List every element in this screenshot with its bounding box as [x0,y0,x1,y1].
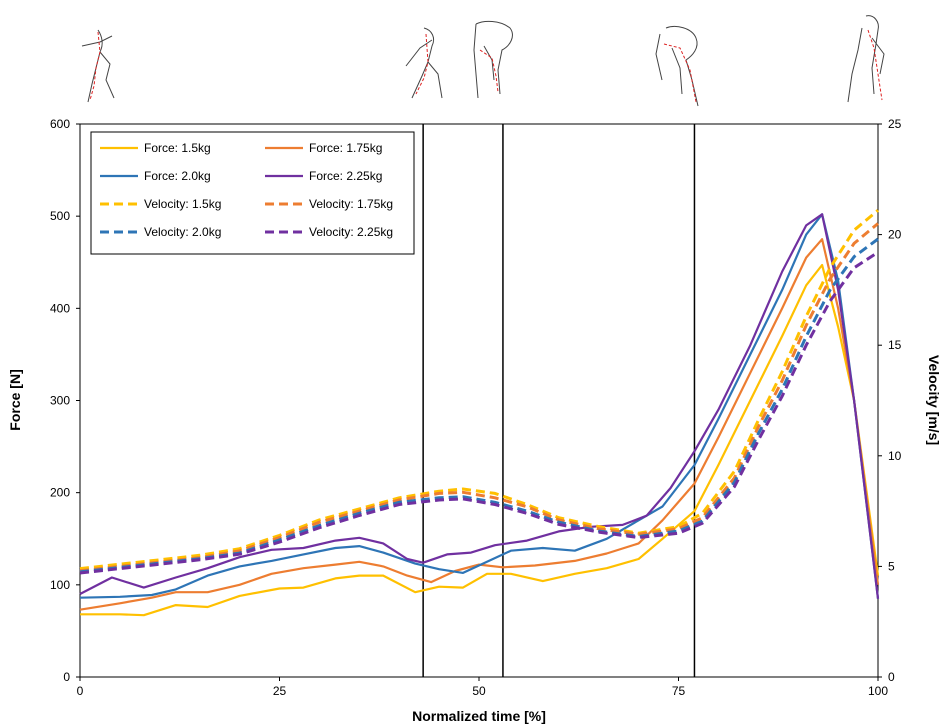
legend-box [90,131,415,255]
y2-tick-label: 15 [888,338,902,352]
series-line [79,251,879,575]
series-layer [79,209,880,617]
legend-label: Velocity: 1.75kg [309,197,393,211]
x-tick-label: 25 [273,684,287,698]
series-line [79,213,880,599]
y-tick-label: 600 [50,117,70,131]
stick-figure-sketch [473,20,513,99]
x-tick-label: 0 [77,684,84,698]
series-line [79,238,880,611]
legend-label: Force: 1.5kg [144,141,211,155]
series-line [79,209,879,571]
y2-tick-label: 20 [888,228,902,242]
x-tick-label: 100 [868,684,888,698]
x-tick-label: 75 [672,684,686,698]
y-tick-label: 200 [50,486,70,500]
y-tick-label: 400 [50,301,70,315]
series-line [80,263,880,617]
phase-divider-lines [422,124,696,677]
series-line [79,222,879,573]
legend-label: Force: 2.25kg [309,169,382,183]
y-tick-label: 300 [50,394,70,408]
stick-figure-sketch [405,27,443,99]
legend: Force: 1.5kg Force: 1.75kg Force: 2.0kg For… [90,131,415,255]
series-line [79,213,880,599]
legend-label: Velocity: 2.0kg [144,225,221,239]
y2-tick-label: 10 [888,449,902,463]
stick-figure-sketch [655,25,699,107]
legend-label: Force: 1.75kg [309,141,382,155]
legend-label: Force: 2.0kg [144,169,211,183]
x-tick-label: 50 [472,684,486,698]
motion-sketches [81,15,885,107]
y-tick-label: 500 [50,209,70,223]
y2-axis-title: Velocity [m/s] [926,355,942,445]
y-tick-label: 100 [50,578,70,592]
stick-figure-sketch [81,29,115,103]
legend-label: Velocity: 2.25kg [309,225,393,239]
stick-figure-sketch [847,15,885,103]
y-axis-title: Force [N] [7,369,23,430]
y-tick-label: 0 [63,670,70,684]
y2-tick-label: 5 [888,559,895,573]
x-axis-title: Normalized time [%] [412,708,546,724]
legend-label: Velocity: 1.5kg [144,197,221,211]
y2-tick-label: 0 [888,670,895,684]
series-line [79,237,879,574]
y2-tick-label: 25 [888,117,902,131]
